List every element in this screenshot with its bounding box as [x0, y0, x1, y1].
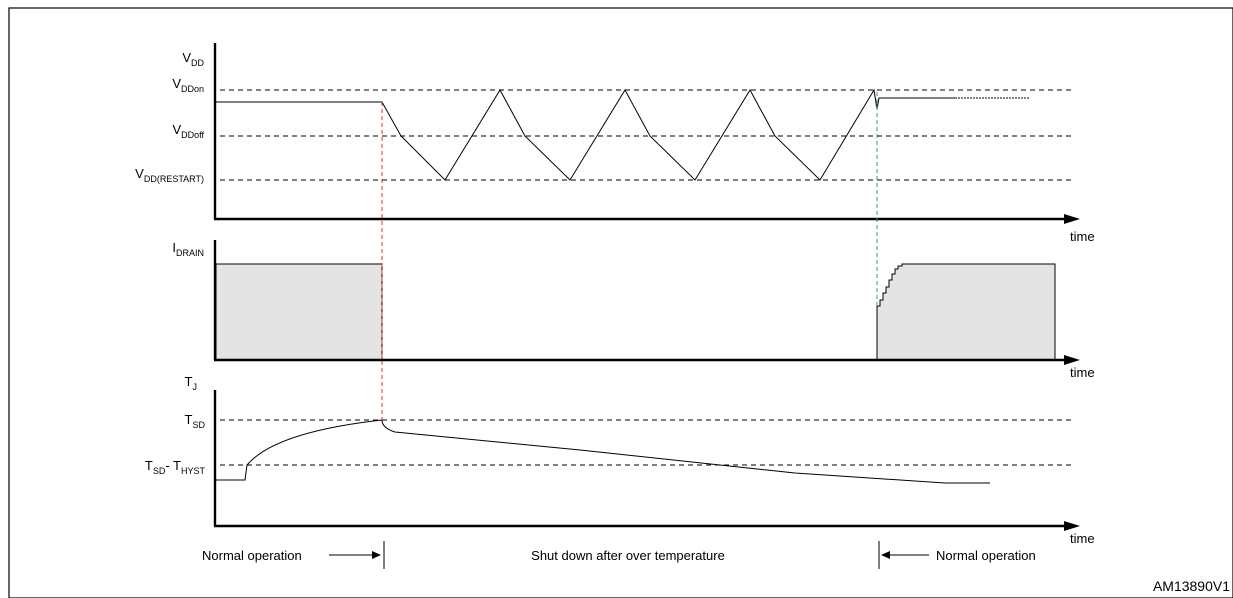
vdd-waveform	[215, 88, 955, 181]
tj-axis-label: TJ	[185, 374, 197, 392]
vdd-time-arrow-icon	[1064, 214, 1080, 224]
middle-annotation: Shut down after over temperature	[531, 548, 725, 563]
tsd-label: TSD	[185, 412, 206, 430]
tj-waveform	[215, 419, 990, 484]
left-arrow-icon	[881, 551, 890, 559]
tj-time-label: time	[1070, 531, 1095, 546]
idrain-panel: IDRAIN time	[172, 240, 1095, 380]
idrain-time-label: time	[1070, 365, 1095, 380]
vddoff-label: VDDoff	[172, 122, 204, 140]
vddrestart-label: VDD(RESTART)	[135, 166, 204, 184]
left-annotation: Normal operation	[202, 548, 302, 563]
tsd-thyst-label: TSD- THYST	[145, 458, 206, 476]
vddon-label: VDDon	[172, 76, 204, 94]
idrain-shade-left	[215, 263, 383, 361]
tj-panel: TJ TSD TSD- THYST time	[145, 374, 1095, 546]
idrain-shade-right	[876, 263, 1056, 361]
tj-time-arrow-icon	[1064, 521, 1080, 531]
idrain-axis-label: IDRAIN	[172, 240, 204, 258]
vdd-time-label: time	[1070, 229, 1095, 244]
right-arrow-icon	[372, 551, 381, 559]
figure-id: AM13890V1	[1153, 578, 1230, 594]
right-annotation: Normal operation	[936, 548, 1036, 563]
idrain-time-arrow-icon	[1064, 355, 1080, 365]
vdd-axis-label: VDD	[182, 50, 204, 68]
annotations: Normal operation Shut down after over te…	[202, 541, 1036, 569]
figure-frame	[8, 7, 1233, 598]
vdd-panel: VDD VDDon VDDoff VDD(RESTART) time	[135, 43, 1095, 244]
